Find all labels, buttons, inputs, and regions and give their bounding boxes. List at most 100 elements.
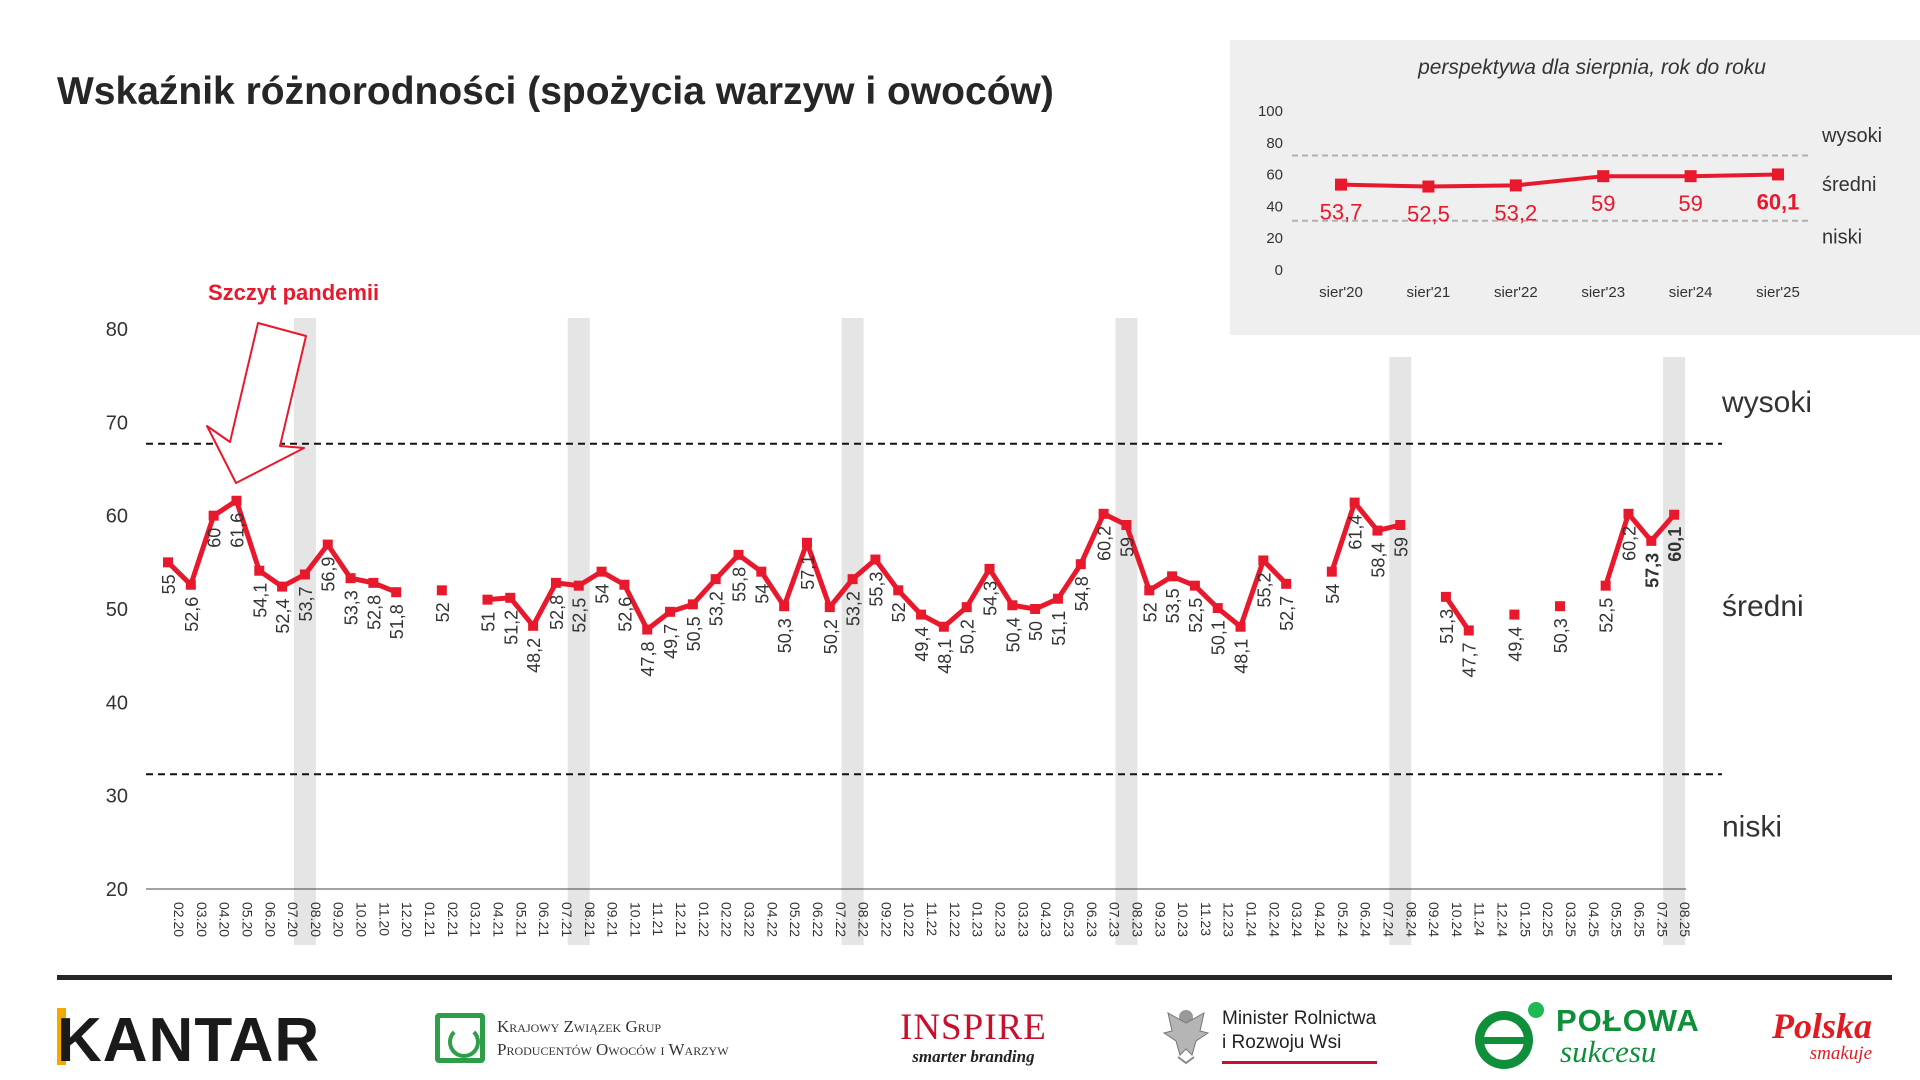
highlight-band-08.25: [1663, 357, 1686, 945]
polowa-logo-subtitle: sukcesu: [1560, 1034, 1657, 1069]
x-tick-03.24: 03.24: [1289, 902, 1305, 937]
value-label-01.23: 50,2: [958, 619, 978, 654]
kantar-logo: KANTAR: [57, 1006, 321, 1075]
data-point-07.23: [1098, 508, 1109, 519]
value-label-06.25: 60,2: [1619, 526, 1639, 561]
data-point-03.23: [1007, 600, 1018, 611]
data-point-05.23: [1052, 593, 1063, 604]
x-tick-06.24: 06.24: [1358, 902, 1374, 937]
x-tick-05.23: 05.23: [1061, 902, 1077, 937]
value-label-01.24: 48,1: [1232, 639, 1252, 674]
value-label-11.22: 49,4: [912, 627, 932, 662]
value-label-03.20: 52,6: [182, 597, 202, 632]
data-point-02.24: [1258, 555, 1269, 566]
kzg-logo: Krajowy Związek Grup Producentów Owoców …: [435, 1013, 729, 1063]
kzg-emblem-icon: [435, 1013, 485, 1063]
value-label-12.22: 48,1: [935, 639, 955, 674]
x-tick-05.25: 05.25: [1609, 902, 1625, 937]
highlight-band-08.23: [1115, 318, 1138, 945]
highlight-band-08.21: [567, 318, 590, 945]
value-label-10.23: 53,5: [1163, 588, 1183, 623]
value-label-10.24: 51,3: [1437, 609, 1457, 644]
value-label-02.22: 53,2: [707, 591, 727, 626]
zone-label-wysoki: wysoki: [1721, 386, 1812, 419]
x-tick-04.25: 04.25: [1586, 902, 1602, 937]
value-label-06.21: 48,2: [524, 638, 544, 673]
data-point-07.20: [277, 581, 288, 592]
data-point-10.20: [345, 573, 356, 584]
data-point-02.20: [163, 557, 173, 568]
x-tick-08.24: 08.24: [1403, 902, 1419, 937]
value-label-03.24: 52,7: [1277, 596, 1297, 631]
inset-zone-label-sredni: średni: [1822, 174, 1876, 196]
inset-x-tick-sier'22: sier'22: [1494, 284, 1538, 301]
data-point-02.21: [436, 585, 447, 596]
x-tick-02.25: 02.25: [1540, 902, 1556, 937]
x-tick-04.24: 04.24: [1312, 902, 1328, 937]
annotation-arrow-icon: [206, 322, 307, 484]
value-label-06.24: 61,4: [1346, 515, 1366, 550]
data-point-10.24: [1440, 591, 1451, 602]
x-tick-09.24: 09.24: [1426, 902, 1442, 937]
x-tick-03.25: 03.25: [1563, 902, 1579, 937]
data-point-02.23: [984, 563, 995, 574]
data-point-10.22: [893, 585, 904, 596]
value-label-10.21: 52,6: [615, 597, 635, 632]
x-tick-10.21: 10.21: [627, 902, 643, 937]
inset-y-tick-20: 20: [1266, 230, 1283, 247]
value-label-02.23: 54,3: [981, 581, 1001, 616]
inset-value-label-0: 53,7: [1320, 200, 1363, 225]
x-tick-01.25: 01.25: [1517, 902, 1533, 937]
inset-value-label-3: 59: [1591, 191, 1615, 216]
x-tick-07.23: 07.23: [1107, 902, 1123, 937]
x-tick-03.22: 03.22: [742, 902, 758, 937]
x-tick-04.23: 04.23: [1038, 902, 1054, 937]
data-point-09.20: [322, 539, 333, 550]
x-tick-03.20: 03.20: [194, 902, 210, 937]
inspire-logo: INSPIRE smarter branding: [900, 1008, 1047, 1066]
inset-series-line: [1340, 172, 1779, 189]
data-point-06.20: [254, 565, 265, 576]
inset-chart: perspektywa dla sierpnia, rok do roku 0 20…: [1258, 56, 1882, 301]
x-tick-04.21: 04.21: [490, 902, 506, 937]
data-point-11.24: [1463, 625, 1474, 636]
data-point-07.21: [550, 577, 561, 588]
inset-zone-label-wysoki: wysoki: [1821, 125, 1882, 147]
data-point-07.24: [1372, 525, 1383, 536]
x-tick-02.21: 02.21: [445, 902, 461, 937]
x-tick-05.21: 05.21: [513, 902, 529, 937]
main-chart: 20 30 40 50 60 70 80 wysoki średni niski 02.20 03.2…: [106, 280, 1812, 945]
value-label-10.22: 52: [889, 602, 909, 622]
data-point-09.21: [596, 566, 607, 577]
data-point-03.20: [185, 579, 196, 590]
value-label-08.23: 59: [1117, 537, 1137, 557]
data-point-08.20: [299, 569, 310, 580]
ministry-line-1: Minister Rolnictwa: [1222, 1008, 1377, 1029]
inset-point-4: [1684, 170, 1697, 183]
kzg-line-1: Krajowy Związek Grup: [497, 1017, 662, 1036]
polowa-sukcesu-logo: POŁOWA sukcesu: [1470, 1000, 1700, 1072]
value-label-07.25: 57,3: [1642, 553, 1662, 588]
eagle-emblem-icon: [1162, 1010, 1210, 1065]
value-label-01.22: 50,5: [684, 616, 704, 651]
highlight-band-08.20: [293, 318, 316, 945]
x-tick-04.22: 04.22: [764, 902, 780, 937]
inspire-logo-name: INSPIRE: [900, 1007, 1047, 1048]
inset-panel: perspektywa dla sierpnia, rok do roku 0 20…: [1230, 40, 1920, 335]
data-point-12.20: [391, 587, 402, 598]
x-tick-02.22: 02.22: [719, 902, 735, 937]
value-label-07.23: 60,2: [1095, 526, 1115, 561]
data-point-07.22: [824, 602, 835, 613]
inset-y-tick-60: 60: [1266, 167, 1283, 184]
inset-title: perspektywa dla sierpnia, rok do roku: [1417, 56, 1766, 79]
inset-value-label-5: 60,1: [1757, 189, 1800, 214]
page-title: Wskaźnik różnorodności (spożycia warzyw …: [57, 70, 1054, 113]
highlight-band-08.24: [1389, 357, 1412, 945]
value-label-02.21: 52: [433, 602, 453, 622]
x-tick-11.24: 11.24: [1472, 902, 1488, 936]
ministry-line-2: i Rozwoju Wsi: [1222, 1032, 1342, 1053]
inset-value-label-1: 52,5: [1407, 202, 1450, 227]
data-point-05.22: [779, 601, 790, 612]
inset-x-tick-sier'23: sier'23: [1581, 284, 1625, 301]
x-tick-11.21: 11.21: [650, 902, 666, 936]
